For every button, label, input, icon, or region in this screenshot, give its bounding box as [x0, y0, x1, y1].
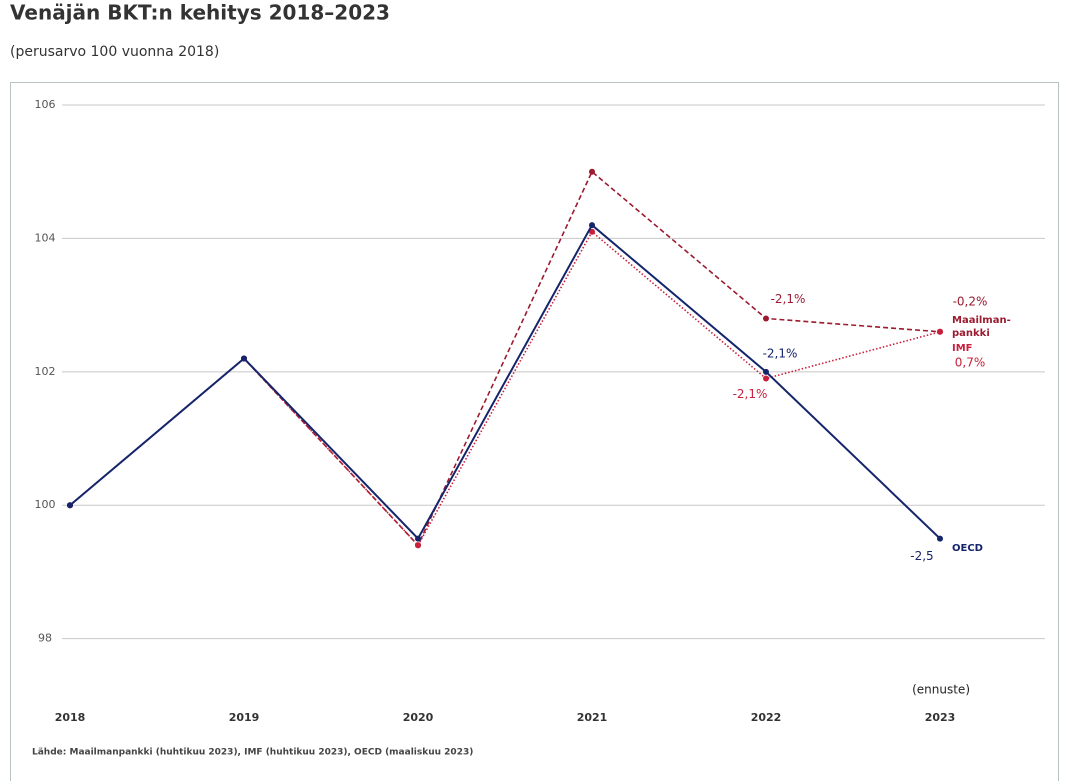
point	[415, 535, 421, 542]
series-name: IMF	[952, 342, 973, 354]
y-tick-label: 104	[35, 231, 56, 244]
series-name: OECD	[952, 542, 983, 554]
point	[763, 315, 769, 322]
growth-label: 0,7%	[955, 355, 986, 369]
growth-label: -2,5	[910, 549, 933, 563]
x-tick-label: 2018	[55, 711, 86, 724]
point	[241, 355, 247, 362]
point	[763, 375, 769, 382]
x-tick-label: 2020	[403, 711, 434, 724]
series-line	[69, 230, 941, 547]
point	[589, 168, 595, 175]
chart-title: Venäjän BKT:n kehitys 2018–2023	[10, 1, 390, 25]
y-tick-label: 102	[35, 365, 56, 378]
series-line	[69, 170, 941, 547]
point	[67, 502, 73, 509]
series-name: Maailman-pankki	[952, 314, 1011, 339]
growth-label: -2,1%	[763, 346, 798, 360]
point	[589, 228, 595, 235]
source: Lähde: Maailmanpankki (huhtikuu 2023), I…	[32, 748, 473, 758]
point	[937, 535, 943, 542]
x-tick-label: 2023	[925, 711, 956, 724]
y-tick-label: 106	[35, 98, 56, 111]
x-tick-label: 2022	[751, 711, 782, 724]
x-tick-label: 2019	[229, 711, 260, 724]
annotation: (ennuste)	[912, 683, 970, 697]
growth-label: -0,2%	[953, 294, 988, 308]
point	[937, 328, 943, 335]
growth-label: -2,1%	[771, 292, 806, 306]
chart-frame	[10, 82, 1059, 781]
chart-subtitle: (perusarvo 100 vuonna 2018)	[10, 44, 219, 60]
y-tick-label: 98	[38, 632, 52, 645]
growth-label: -2,1%	[733, 387, 768, 401]
y-tick-label: 100	[35, 498, 56, 511]
point	[589, 222, 595, 229]
x-tick-label: 2021	[577, 711, 608, 724]
point	[763, 368, 769, 375]
point	[415, 542, 421, 549]
series-line	[69, 223, 941, 541]
